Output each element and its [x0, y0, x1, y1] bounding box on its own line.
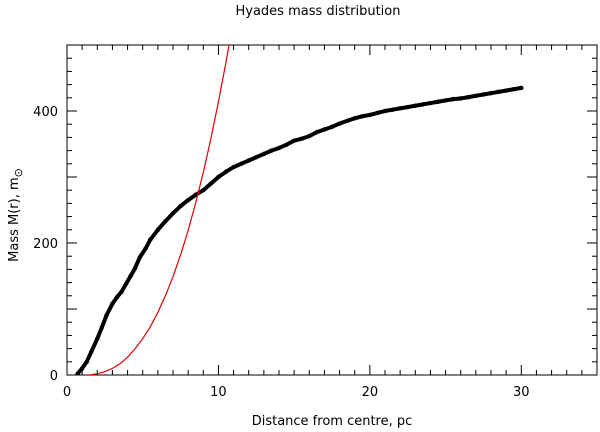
data-point — [114, 294, 120, 300]
x-tick-label: 0 — [63, 385, 71, 400]
data-point — [405, 104, 410, 110]
data-point — [276, 145, 282, 151]
data-point — [420, 102, 426, 107]
data-point — [322, 127, 327, 132]
data-point — [170, 211, 176, 216]
data-point — [148, 237, 153, 242]
data-point — [137, 255, 142, 260]
data-point — [128, 273, 133, 279]
data-point — [428, 100, 433, 106]
data-point — [110, 301, 115, 306]
data-point — [352, 116, 357, 121]
data-point — [450, 96, 456, 102]
data-point — [481, 92, 486, 97]
data-point — [143, 246, 148, 251]
data-point — [123, 281, 129, 287]
series-layer — [75, 45, 524, 375]
data-point — [261, 151, 267, 157]
svg-text:Mass M(r), m⊙: Mass M(r), m⊙ — [7, 168, 25, 262]
series-observed-points — [75, 85, 524, 375]
x-axis-label: Distance from centre, pc — [252, 414, 413, 429]
y-axis-label: Mass M(r), m⊙ — [7, 168, 25, 262]
data-point — [254, 155, 259, 160]
data-point — [382, 108, 388, 114]
data-point — [269, 148, 274, 153]
y-tick-label: 0 — [50, 369, 58, 384]
data-point — [337, 121, 342, 126]
data-point — [413, 103, 418, 108]
data-point — [132, 265, 138, 271]
data-point — [223, 169, 229, 174]
y-tick-label: 400 — [33, 105, 58, 120]
data-point — [367, 112, 373, 118]
x-tick-label: 10 — [210, 385, 227, 400]
y-axis-label-text: Mass M(r), m — [7, 177, 22, 262]
plot-frame — [66, 44, 598, 376]
data-point — [329, 124, 335, 130]
chart-title: Hyades mass distribution — [236, 4, 401, 19]
data-point — [466, 94, 471, 100]
data-point — [473, 93, 479, 99]
data-point — [360, 114, 365, 119]
points-trace — [75, 85, 524, 375]
data-point — [299, 136, 304, 141]
data-point — [435, 99, 441, 104]
data-point — [104, 313, 109, 318]
data-point — [163, 219, 168, 224]
data-point — [390, 107, 395, 112]
data-point — [511, 87, 516, 92]
data-point — [375, 110, 380, 116]
model-line — [89, 45, 238, 375]
data-point — [75, 371, 80, 375]
data-point — [89, 349, 94, 355]
data-point — [155, 227, 161, 232]
data-point — [84, 359, 89, 364]
data-point — [95, 336, 100, 341]
data-point — [246, 158, 251, 163]
data-point — [208, 181, 214, 186]
data-point — [443, 98, 448, 103]
data-point — [307, 133, 312, 139]
data-point — [496, 89, 501, 95]
sun-symbol: ⊙ — [12, 168, 25, 177]
series-model-curve — [89, 45, 238, 375]
data-point — [284, 142, 289, 147]
x-tick-label: 30 — [513, 385, 530, 400]
data-point — [314, 129, 320, 135]
data-point — [231, 164, 236, 170]
x-tick-labels: 0 10 20 30 — [63, 385, 530, 400]
data-point — [79, 366, 85, 371]
data-point — [178, 203, 183, 209]
axis-ticks — [66, 44, 598, 376]
data-point — [119, 289, 124, 295]
data-point — [238, 161, 244, 166]
data-point — [216, 174, 221, 180]
data-point — [458, 96, 463, 101]
data-point — [201, 188, 206, 193]
y-tick-label: 200 — [33, 237, 58, 252]
data-point — [344, 118, 350, 124]
data-point — [397, 106, 403, 111]
data-point — [99, 325, 105, 330]
data-point — [488, 90, 494, 96]
x-tick-label: 20 — [362, 385, 379, 400]
data-point — [291, 138, 297, 143]
y-tick-labels: 0 200 400 — [33, 105, 58, 384]
data-point — [185, 197, 191, 203]
data-point — [503, 88, 509, 93]
data-point — [519, 85, 524, 91]
